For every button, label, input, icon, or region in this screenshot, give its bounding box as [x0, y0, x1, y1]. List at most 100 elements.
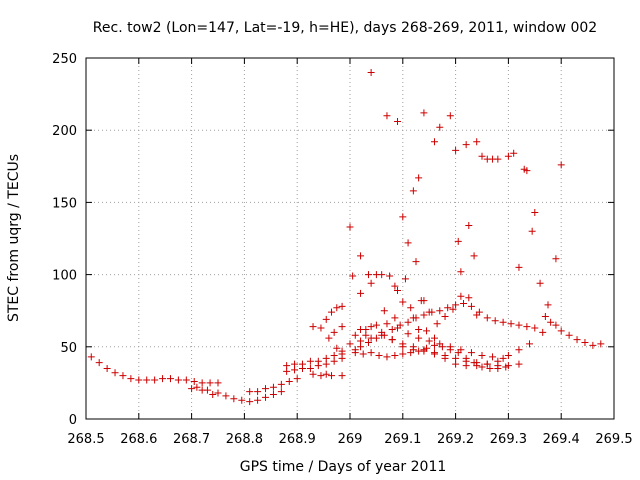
data-point [314, 362, 322, 370]
data-point [399, 350, 407, 358]
data-point [166, 375, 174, 383]
data-point [478, 351, 486, 359]
data-point [283, 367, 291, 375]
y-tick-label: 100 [52, 269, 77, 284]
data-point [420, 311, 428, 319]
data-point [95, 359, 103, 367]
data-point [552, 255, 560, 263]
data-point [436, 123, 444, 131]
data-point [269, 383, 277, 391]
data-point [486, 364, 494, 372]
data-point [467, 302, 475, 310]
data-point [388, 336, 396, 344]
data-point [565, 331, 573, 339]
data-point [589, 341, 597, 349]
data-point [380, 307, 388, 315]
data-point [423, 327, 431, 335]
data-point [309, 370, 317, 378]
data-point [446, 343, 454, 351]
data-point [349, 272, 357, 280]
x-tick-label: 268.8 [226, 432, 263, 447]
data-point [430, 138, 438, 146]
data-point [491, 317, 499, 325]
data-point [441, 351, 449, 359]
data-point [317, 324, 325, 332]
data-point [494, 155, 502, 163]
data-point [465, 294, 473, 302]
data-point [338, 302, 346, 310]
data-point [467, 349, 475, 357]
data-point [362, 331, 370, 339]
data-point [364, 271, 372, 279]
data-point [528, 227, 536, 235]
data-point [499, 318, 507, 326]
data-point [193, 383, 201, 391]
data-point [510, 149, 518, 157]
data-point [222, 392, 230, 400]
chart-title: Rec. tow2 (Lon=147, Lat=-19, h=HE), days… [93, 20, 597, 36]
data-point [328, 372, 336, 380]
data-point [557, 161, 565, 169]
data-point [446, 112, 454, 120]
data-point [499, 354, 507, 362]
data-point [357, 337, 365, 345]
data-point [346, 340, 354, 348]
data-point [470, 252, 478, 260]
data-point [504, 152, 512, 160]
data-point [409, 314, 417, 322]
data-point [309, 323, 317, 331]
data-point [151, 376, 159, 384]
data-point [415, 334, 423, 342]
data-point [404, 318, 412, 326]
data-point [388, 325, 396, 333]
data-point [277, 380, 285, 388]
data-point [399, 340, 407, 348]
data-point [285, 377, 293, 385]
data-point [338, 323, 346, 331]
data-point [465, 222, 473, 230]
data-point [372, 271, 380, 279]
data-point [536, 279, 544, 287]
data-point [230, 395, 238, 403]
data-point [127, 375, 135, 383]
data-point [306, 357, 314, 365]
data-point [473, 138, 481, 146]
data-point [87, 353, 95, 361]
data-point [394, 324, 402, 332]
data-point [203, 386, 211, 394]
data-point [457, 292, 465, 300]
data-point [478, 363, 486, 371]
data-point [457, 346, 465, 354]
data-point [367, 334, 375, 342]
x-tick-label: 268.7 [173, 432, 210, 447]
data-point [425, 308, 433, 316]
data-point [254, 388, 262, 396]
data-point [367, 68, 375, 76]
x-tick-label: 268.6 [120, 432, 157, 447]
data-point [333, 344, 341, 352]
data-point [494, 362, 502, 370]
data-point [254, 396, 262, 404]
data-point [269, 390, 277, 398]
y-tick-label: 200 [52, 124, 77, 139]
x-tick-label: 269.2 [437, 432, 474, 447]
data-point [214, 389, 222, 397]
x-tick-label: 269.3 [490, 432, 527, 447]
data-point [430, 334, 438, 342]
data-point [399, 298, 407, 306]
data-point [209, 390, 217, 398]
data-point [391, 351, 399, 359]
data-point [526, 340, 534, 348]
data-point [420, 346, 428, 354]
data-point [415, 325, 423, 333]
x-tick-label: 269 [338, 432, 363, 447]
x-tick-label: 268.5 [67, 432, 104, 447]
data-point [515, 360, 523, 368]
data-point [378, 328, 386, 336]
data-point [386, 272, 394, 280]
data-point [415, 174, 423, 182]
x-tick-label: 269.4 [543, 432, 580, 447]
y-axis-label: STEC from uqrg / TECUs [6, 154, 22, 322]
data-point [357, 252, 365, 260]
data-point [338, 372, 346, 380]
